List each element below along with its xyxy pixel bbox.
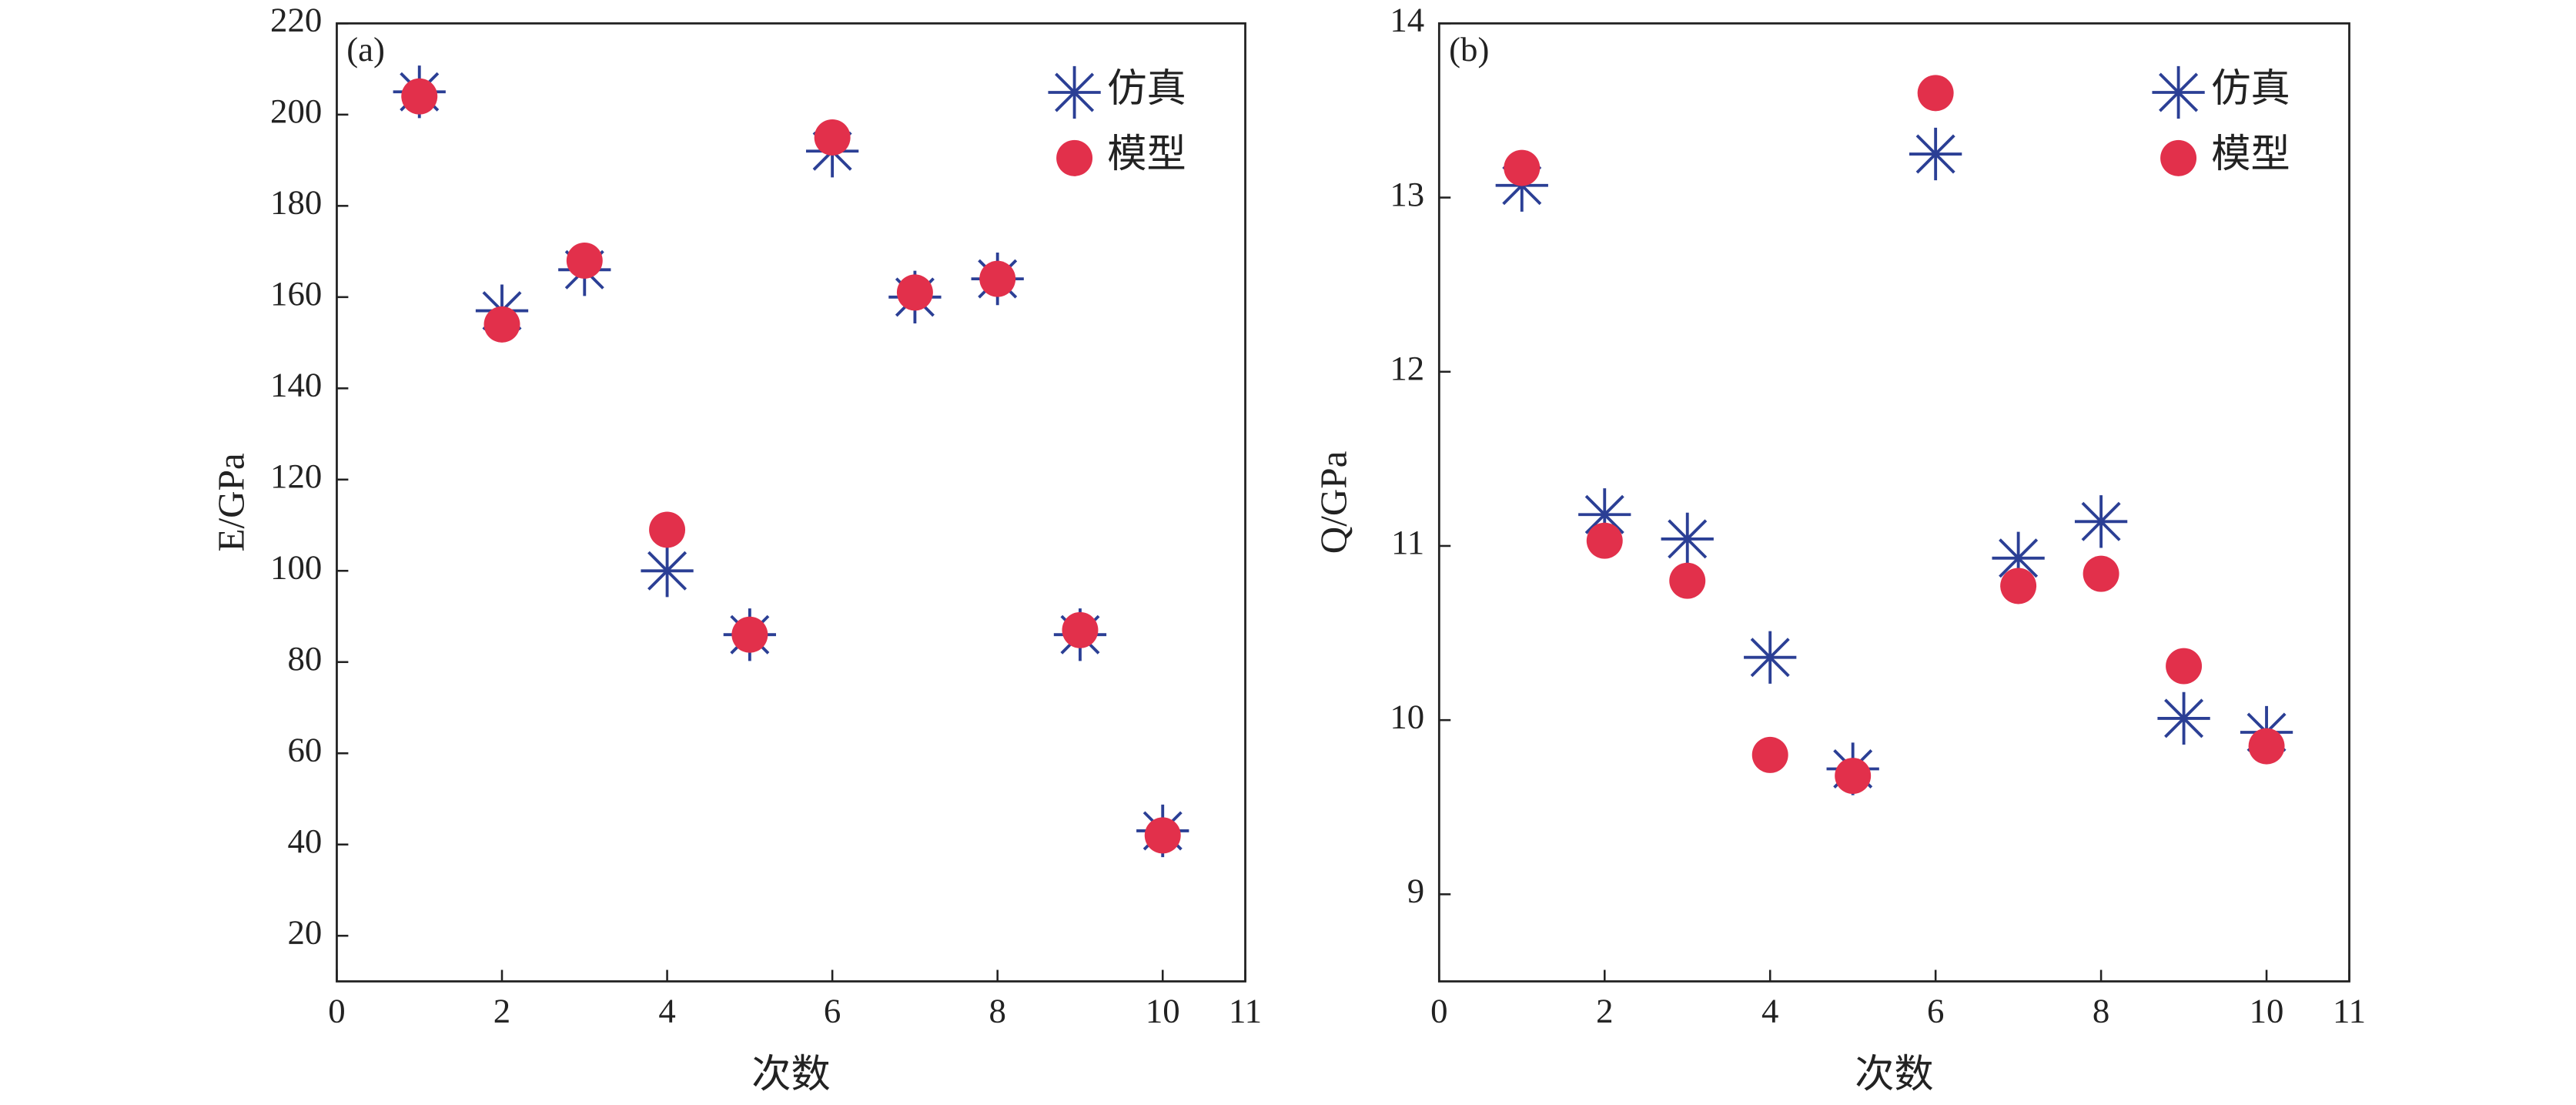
x-axis-label: 次数 [751,1053,830,1097]
y-tick-label: 14 [1390,1,1424,39]
legend-marker [1056,139,1093,176]
asterisk-stroke [1055,72,1095,112]
y-tick-label: 220 [270,1,322,39]
data-point [1578,488,1631,541]
plot-frame [336,22,1246,983]
data-point [1504,149,1541,186]
data-point [1835,758,1872,795]
legend-label: 仿真 [1107,67,1186,111]
data-point [1062,611,1099,648]
data-point [1669,562,1706,599]
x-tick-label: 6 [824,991,841,1030]
data-point [641,544,694,598]
x-tick-label: 4 [1761,991,1778,1030]
y-tick-label: 60 [287,731,322,769]
data-point [1586,522,1623,559]
legend-marker [2152,65,2205,119]
y-axis-label: Q/GPa [1312,450,1354,554]
asterisk-stroke [1668,519,1708,559]
x-tick-label: 11 [2333,991,2366,1030]
asterisk-stroke [647,551,687,591]
y-tick-label: 80 [287,639,322,678]
y-tick-label: 9 [1407,872,1424,910]
x-axis-label: 次数 [1855,1053,1933,1097]
data-point [2157,691,2210,745]
data-point [483,306,520,343]
x-tick-label: 2 [1596,991,1613,1030]
x-tick-label: 6 [1927,991,1944,1030]
x-tick-label: 0 [1430,991,1447,1030]
data-point [2166,648,2203,685]
y-axis-label: E/GPa [209,453,252,551]
x-tick-label: 4 [658,991,675,1030]
y-tick-label: 12 [1390,349,1424,387]
data-point [1744,631,1797,684]
panel-label: (a) [346,30,385,69]
data-point [1909,127,1962,181]
x-tick-label: 2 [493,991,510,1030]
data-point [2083,555,2119,592]
y-tick-label: 11 [1391,523,1424,561]
data-point [1917,75,1954,112]
x-tick-label: 8 [989,991,1005,1030]
data-point [2248,728,2285,765]
y-tick-label: 20 [287,912,322,951]
data-point [566,242,603,279]
asterisk-stroke [2081,501,2121,541]
data-point [979,260,1016,297]
data-point [814,119,851,156]
data-point [2074,495,2128,548]
x-tick-label: 11 [1229,991,1262,1030]
y-tick-label: 180 [270,183,322,222]
asterisk-stroke [2159,72,2199,112]
y-tick-label: 120 [270,457,322,495]
data-point [401,78,438,115]
legend-marker [2160,139,2197,176]
x-tick-label: 0 [328,991,345,1030]
data-point [731,616,768,653]
data-point [649,511,686,548]
asterisk-stroke [1750,638,1790,678]
y-tick-label: 200 [270,92,322,130]
x-tick-label: 8 [2093,991,2109,1030]
x-tick-label: 10 [1146,991,1180,1030]
asterisk-stroke [1915,134,1955,174]
asterisk-stroke [1999,538,2039,578]
y-tick-label: 140 [270,366,322,404]
y-tick-label: 10 [1390,697,1424,735]
y-tick-label: 160 [270,274,322,313]
data-point [896,274,933,311]
data-point [2000,568,2037,604]
data-point [1751,736,1788,773]
plot-frame [1437,22,2350,983]
legend-label: 模型 [2211,132,2290,176]
asterisk-stroke [1584,494,1624,534]
asterisk-stroke [2164,698,2204,738]
y-tick-label: 100 [270,548,322,587]
data-point [1144,817,1181,854]
x-tick-label: 10 [2250,991,2284,1030]
legend-marker [1048,65,1101,119]
legend-label: 仿真 [2211,67,2290,111]
y-tick-label: 13 [1390,175,1424,213]
y-tick-label: 40 [287,822,322,860]
panel-label: (b) [1449,30,1489,69]
data-point [1661,512,1714,566]
legend-label: 模型 [1107,132,1186,176]
